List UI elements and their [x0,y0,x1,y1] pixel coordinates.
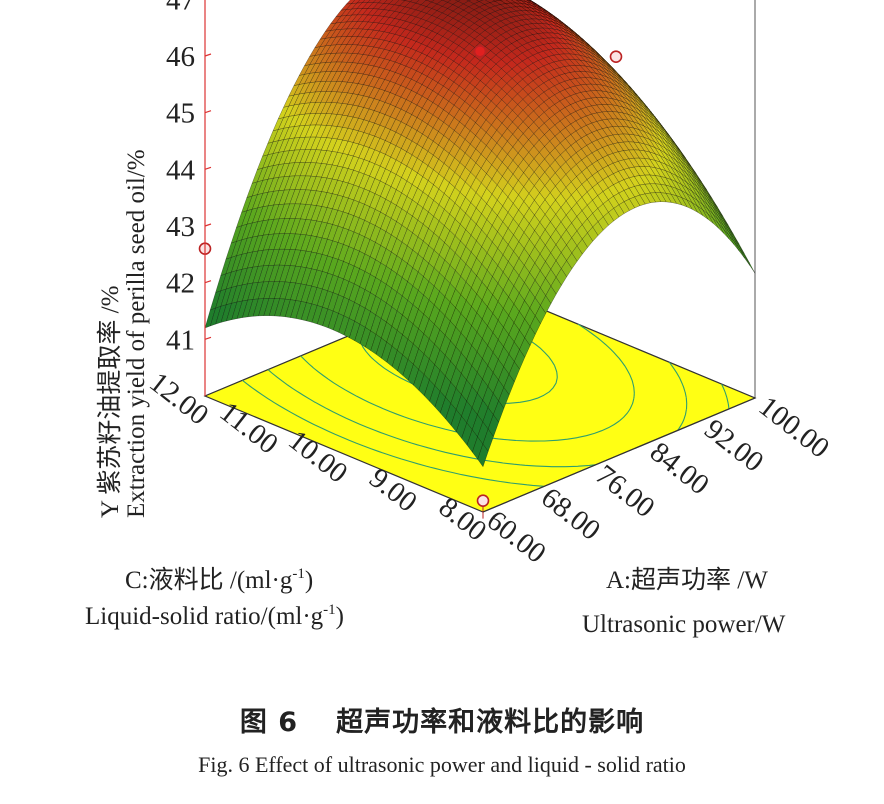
z-tick-mark [204,223,212,227]
z-tick-mark [204,280,212,284]
z-tick-label: 47 [166,0,195,16]
figure-caption-cn: 图 6 超声功率和液料比的影响 [0,700,884,739]
x-axis-title-cn: A:超声功率 /W [606,566,768,594]
y-axis-title-cn-close: ) [305,567,313,594]
x-tick-label: 68.00 [535,481,606,546]
z-axis-title-cn: Y 紫苏籽油提取率 /% [96,286,124,518]
y-tick-label: 12.00 [143,366,214,431]
y-axis-title-en: Liquid-solid ratio/(ml·g-1) [85,602,344,630]
y-axis-title-cn: C:液料比 /(ml·g-1) [125,566,313,594]
contour-line [267,361,688,468]
response-surface [198,0,757,519]
figure-caption-title: 超声功率和液料比的影响 [336,707,645,738]
figure-caption-en: Fig. 6 Effect of ultrasonic power and li… [198,752,686,777]
z-tick-label: 41 [166,324,195,356]
z-axis-title-en: Extraction yield of perilla seed oil/% [123,149,150,518]
x-tick-label: 76.00 [589,459,660,524]
z-tick-mark [204,336,212,340]
x-axis-line [482,397,756,513]
x-tick-label: 60.00 [481,504,552,569]
y-axis-title-en-exp: -1 [323,602,336,618]
y-axis-title-en-main: Liquid-solid ratio/(ml·g [85,603,324,630]
z-tick-label: 45 [166,98,195,130]
y-axis-title-cn-main: C:液料比 /(ml·g [125,566,293,594]
design-point [473,45,487,58]
x-axis-title-en: Ultrasonic power/W [582,611,786,638]
y-axis-title-en-close: ) [336,603,344,630]
y-axis-title-cn-exp: -1 [292,566,305,582]
figure-caption-number: 图 6 [239,707,299,738]
z-tick-label: 43 [166,211,195,243]
z-tick-label: 46 [166,41,195,73]
z-axis-title: Y 紫苏籽油提取率 /% Extraction yield of perilla… [96,149,150,518]
surface-mesh [204,0,756,468]
z-tick-label: 42 [166,268,195,300]
design-point [476,494,490,507]
z-tick-mark [204,53,212,57]
z-tick-label: 44 [166,154,196,186]
z-tick-mark [204,110,212,114]
contour-line [242,379,730,487]
surface-cell [454,0,461,2]
x-tick-label: 92.00 [698,413,769,478]
z-tick-mark [204,166,212,170]
contour-line [300,323,635,442]
surface-cell [477,443,489,468]
design-point [609,50,623,63]
x-tick-label: 84.00 [644,436,715,501]
